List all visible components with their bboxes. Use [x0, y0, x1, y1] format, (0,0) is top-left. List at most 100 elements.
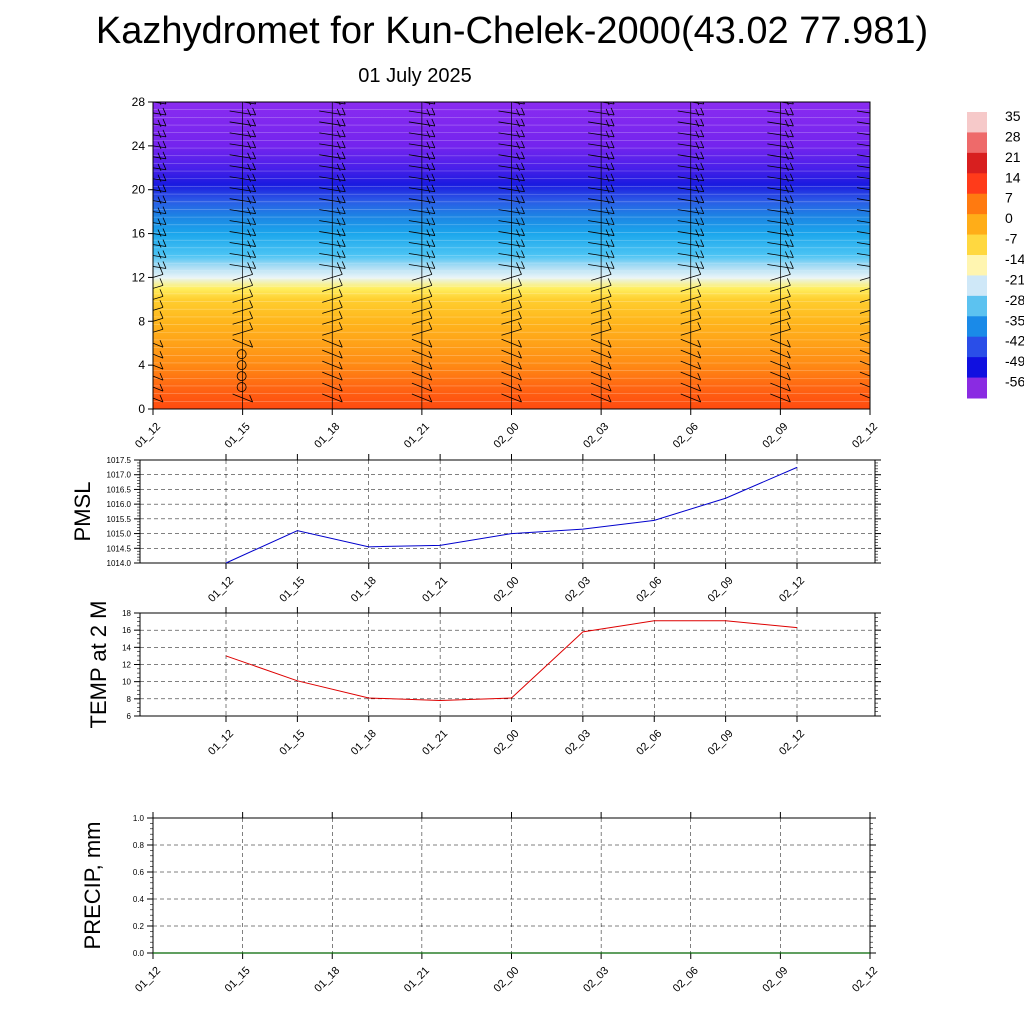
wind-barb-flag [785, 240, 789, 248]
wind-barb-flag [157, 218, 162, 226]
wind-barb [859, 338, 870, 344]
wind-barb [777, 102, 794, 105]
wind-barb-flag [338, 300, 343, 308]
wind-barb-flag [164, 102, 167, 105]
wind-barb-flag [700, 118, 705, 127]
wind-barb-flag [157, 251, 162, 259]
colorbar-label: 14 [1005, 169, 1021, 185]
colorbar-swatch [967, 173, 987, 195]
wind-barb-flag [787, 361, 791, 370]
wind-barb-flag [695, 218, 700, 226]
wind-barb-flag [787, 278, 791, 286]
x-tick-label: 02_00 [492, 728, 522, 758]
colorbar: 35 28 21 14 7 0 -7 -14 -21 -28 -35 -42 -49 -56 [967, 108, 1024, 399]
wind-barb-flag [159, 102, 162, 106]
wind-barb-flag [790, 206, 794, 214]
colorbar-label: -14 [1005, 251, 1024, 267]
wind-barb-flag [877, 373, 880, 380]
wind-barb-flag [518, 394, 522, 403]
wind-barb-flag [252, 140, 256, 149]
wind-barb [856, 132, 870, 136]
y-axis-label: PRECIP, mm [80, 822, 105, 950]
wind-barb-flag [880, 207, 883, 214]
wind-barb-flag [252, 129, 256, 138]
wind-barb-flag [877, 311, 880, 318]
calm-wind-marker [236, 371, 247, 382]
wind-barb-flag [790, 239, 794, 247]
wind-barb-flag [880, 141, 883, 148]
wind-barb-flag [697, 311, 702, 319]
wind-barb-flag [336, 163, 341, 171]
wind-barb-flag [162, 140, 167, 149]
y-tick-label: 1014.0 [107, 559, 132, 568]
colorbar-label: 7 [1005, 190, 1013, 206]
wind-barb-flag [700, 261, 705, 269]
colorbar-swatch [967, 152, 987, 174]
height-time-panel: 0 4 8 12 16 20 24 28 01_12 01_15 01_18 01_21 02_00 02… [132, 95, 883, 451]
wind-barb [859, 309, 870, 314]
wind-barb [153, 123, 167, 127]
wind-barb-flag [518, 340, 522, 348]
y-tick-label: 6 [127, 712, 132, 721]
wind-barb-flag [428, 372, 433, 381]
wind-barb-flag [428, 361, 433, 370]
wind-barb-flag [787, 372, 791, 381]
wind-barb-flag [431, 129, 436, 138]
wind-barb-flag [516, 152, 520, 160]
y-tick-label: 1.0 [133, 814, 145, 823]
wind-barb-flag [610, 162, 615, 170]
wind-barb [859, 298, 870, 303]
wind-barb-flag [159, 289, 164, 297]
wind-barb [153, 112, 167, 116]
wind-barb-flag [341, 173, 346, 181]
wind-barb-flag [252, 217, 256, 225]
wind-barb [859, 277, 870, 281]
wind-barb-flag [790, 195, 794, 203]
wind-barb-flag [336, 262, 341, 270]
wind-barb-flag [517, 102, 520, 106]
wind-barb-flag [426, 163, 431, 171]
pmsl-panel: 1014.0 1014.5 1015.0 1015.5 1016.0 1016.5 1017… [70, 454, 881, 605]
wind-barb-flag [875, 120, 878, 127]
wind-barb-flag [695, 152, 700, 160]
wind-barb-flag [426, 196, 431, 204]
wind-barb-flag [877, 289, 880, 296]
wind-barb-flag [695, 196, 700, 204]
wind-barb-flag [247, 174, 251, 182]
wind-barb-flag [607, 394, 612, 403]
wind-barb-flag [247, 108, 251, 117]
wind-barb-flag [249, 278, 253, 286]
wind-barb-flag [790, 140, 794, 149]
wind-barb-flag [518, 289, 522, 297]
wind-barb [859, 393, 870, 399]
wind-barb-flag [157, 163, 162, 171]
wind-barb [859, 349, 870, 355]
wind-barb [856, 264, 870, 267]
wind-barb-flag [610, 261, 615, 269]
wind-barb-flag [428, 394, 433, 403]
wind-barb-flag [157, 262, 162, 270]
wind-barb-flag [431, 239, 436, 247]
wind-barb-flag [697, 102, 700, 106]
wind-barb-flag [877, 278, 880, 285]
x-tick-label: 02_12 [850, 965, 880, 995]
colorbar-swatch [967, 316, 987, 338]
wind-barb [153, 266, 167, 269]
wind-barb-flag [157, 185, 162, 193]
wind-barb-flag [880, 163, 883, 170]
wind-barb-flag [607, 340, 612, 348]
wind-barb-flag [785, 174, 789, 182]
wind-barb-flag [610, 239, 615, 247]
wind-barb-flag [252, 184, 256, 192]
wind-barb-flag [252, 261, 256, 269]
wind-barb-flag [521, 239, 525, 247]
wind-barb-flag [700, 107, 705, 116]
y-tick-label: 20 [132, 183, 146, 197]
wind-barb-flag [431, 118, 436, 127]
wind-barb-flag [431, 173, 436, 181]
wind-barb-flag [880, 119, 883, 126]
wind-barb-flag [336, 152, 341, 160]
wind-barb-flag [426, 152, 431, 160]
wind-barb-flag [252, 162, 256, 170]
wind-barb [856, 198, 870, 202]
